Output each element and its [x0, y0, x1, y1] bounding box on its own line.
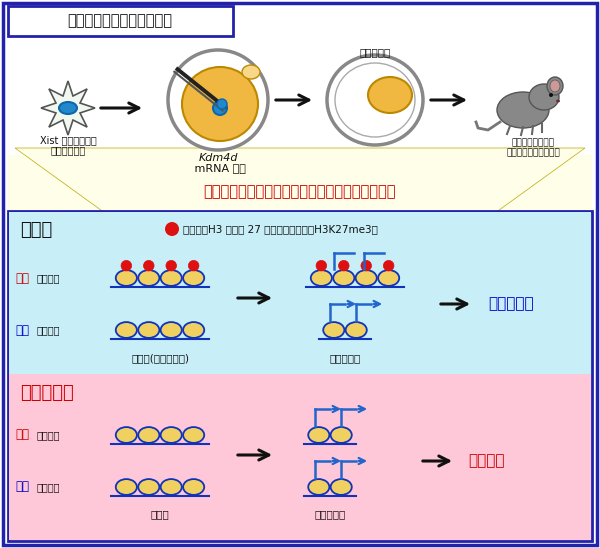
Ellipse shape — [116, 479, 137, 495]
Ellipse shape — [121, 260, 131, 271]
Text: Xist ノックアウト: Xist ノックアウト — [40, 135, 97, 145]
Text: クローン胚: クローン胚 — [20, 384, 74, 402]
Text: Kdm4d: Kdm4d — [198, 153, 238, 163]
Ellipse shape — [182, 67, 258, 141]
Ellipse shape — [143, 260, 154, 271]
Polygon shape — [15, 148, 585, 213]
Text: 着床前期胚: 着床前期胚 — [359, 47, 391, 57]
Ellipse shape — [217, 99, 227, 109]
Text: 父方: 父方 — [15, 323, 29, 336]
Polygon shape — [41, 81, 95, 135]
Ellipse shape — [338, 260, 349, 271]
Text: 正常に発生: 正常に発生 — [488, 296, 533, 311]
Text: ドナー体細胞: ドナー体細胞 — [50, 145, 86, 155]
Text: 遺伝子座: 遺伝子座 — [37, 273, 61, 283]
Ellipse shape — [168, 50, 268, 150]
Ellipse shape — [183, 322, 204, 338]
Ellipse shape — [308, 479, 329, 495]
Ellipse shape — [378, 270, 399, 286]
Ellipse shape — [529, 84, 559, 110]
Ellipse shape — [183, 427, 204, 443]
Text: 父方: 父方 — [15, 481, 29, 494]
Ellipse shape — [361, 260, 371, 271]
Polygon shape — [8, 155, 592, 215]
Ellipse shape — [308, 427, 329, 443]
Ellipse shape — [383, 260, 394, 271]
Ellipse shape — [183, 479, 204, 495]
Ellipse shape — [161, 479, 182, 495]
Ellipse shape — [183, 270, 204, 286]
Text: 発生異常: 発生異常 — [468, 454, 505, 469]
Text: 遺伝子座: 遺伝子座 — [37, 325, 61, 335]
Text: 母方: 母方 — [15, 271, 29, 284]
Text: 着床前期胚: 着床前期胚 — [329, 353, 361, 363]
Ellipse shape — [331, 479, 352, 495]
Ellipse shape — [327, 55, 423, 145]
Ellipse shape — [116, 322, 137, 338]
Ellipse shape — [242, 65, 260, 79]
Ellipse shape — [368, 77, 412, 113]
Ellipse shape — [311, 270, 332, 286]
Text: クローンは未だに: クローンは未だに — [511, 139, 554, 147]
Ellipse shape — [333, 270, 355, 286]
Ellipse shape — [335, 63, 415, 137]
Ellipse shape — [116, 427, 137, 443]
Ellipse shape — [188, 260, 199, 271]
Ellipse shape — [138, 427, 160, 443]
Text: 遺伝子座: 遺伝子座 — [37, 430, 61, 440]
Ellipse shape — [213, 101, 227, 115]
Text: ヒストンH3 リジン 27 のトリメチル化（H3K27me3）: ヒストンH3 リジン 27 のトリメチル化（H3K27me3） — [183, 224, 378, 234]
Ellipse shape — [356, 270, 377, 286]
Ellipse shape — [161, 270, 182, 286]
Ellipse shape — [331, 427, 352, 443]
Ellipse shape — [138, 270, 160, 286]
Text: 母方: 母方 — [15, 429, 29, 442]
Ellipse shape — [166, 260, 176, 271]
Ellipse shape — [497, 92, 549, 128]
Ellipse shape — [59, 102, 77, 114]
Ellipse shape — [550, 80, 560, 92]
Ellipse shape — [138, 479, 160, 495]
Text: 体細胞: 体細胞 — [151, 509, 169, 519]
Text: 遺伝子座: 遺伝子座 — [37, 482, 61, 492]
Text: ヒストン修飾依存的なインプリント遺伝子の破綻: ヒストン修飾依存的なインプリント遺伝子の破綻 — [204, 185, 396, 199]
Text: 着床前期胚: 着床前期胚 — [314, 509, 346, 519]
Ellipse shape — [165, 222, 179, 236]
Text: 最適化した体細胞核移植法: 最適化した体細胞核移植法 — [67, 14, 173, 28]
Ellipse shape — [161, 322, 182, 338]
Ellipse shape — [556, 100, 560, 102]
Ellipse shape — [116, 270, 137, 286]
Ellipse shape — [316, 260, 326, 271]
Ellipse shape — [346, 322, 367, 338]
Text: 配偶子(精子・卵子): 配偶子(精子・卵子) — [131, 353, 189, 363]
Ellipse shape — [323, 322, 344, 338]
Ellipse shape — [549, 93, 553, 97]
Ellipse shape — [138, 322, 160, 338]
Bar — [8, 6, 233, 36]
Bar — [8, 211, 592, 541]
Text: 胚盤・発生異常を示す: 胚盤・発生異常を示す — [506, 149, 560, 157]
Ellipse shape — [161, 427, 182, 443]
Bar — [9, 374, 591, 540]
Bar — [9, 212, 591, 374]
Text: mRNA 注入: mRNA 注入 — [191, 163, 245, 173]
Ellipse shape — [547, 77, 563, 95]
Text: 受精胚: 受精胚 — [20, 221, 52, 239]
